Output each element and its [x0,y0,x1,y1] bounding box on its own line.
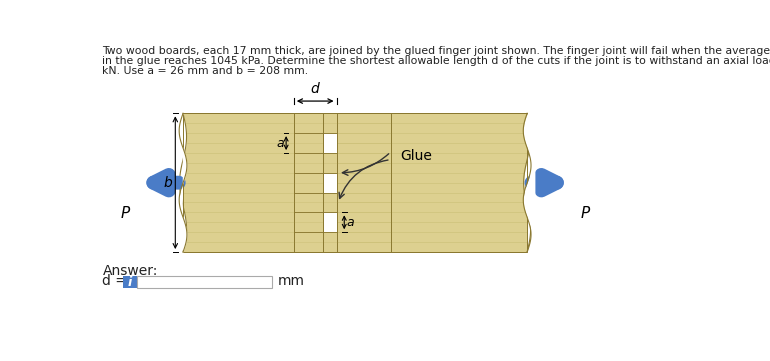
Bar [323,192,336,212]
Text: i: i [128,275,132,288]
Bar [294,153,336,173]
Bar [294,232,336,252]
Text: b: b [163,176,172,190]
Text: a: a [276,136,284,149]
Text: a: a [346,216,354,229]
Bar [294,133,336,153]
Bar [183,113,390,252]
Bar [323,113,527,252]
Bar [294,133,323,153]
Text: d: d [311,82,320,96]
Text: P: P [581,206,590,221]
Text: mm: mm [278,274,305,288]
Bar [294,173,323,192]
Text: in the glue reaches 1045 kPa. Determine the shortest allowable length d of the c: in the glue reaches 1045 kPa. Determine … [102,56,770,66]
Bar [294,192,336,212]
Bar [294,212,323,232]
Text: d =: d = [102,274,127,288]
Bar [294,173,336,192]
Bar [294,212,336,232]
Text: P: P [120,206,129,221]
Text: kN. Use a = 26 mm and b = 208 mm.: kN. Use a = 26 mm and b = 208 mm. [102,66,308,77]
Bar [323,113,527,252]
Bar [323,113,336,133]
Bar [323,153,336,173]
Bar [136,276,272,288]
Bar [294,113,336,133]
Bar [183,113,390,252]
FancyBboxPatch shape [122,276,136,288]
Bar [323,232,336,252]
Text: Two wood boards, each 17 mm thick, are joined by the glued finger joint shown. T: Two wood boards, each 17 mm thick, are j… [102,47,770,56]
Text: Answer:: Answer: [102,264,158,278]
Text: Glue: Glue [400,149,432,163]
